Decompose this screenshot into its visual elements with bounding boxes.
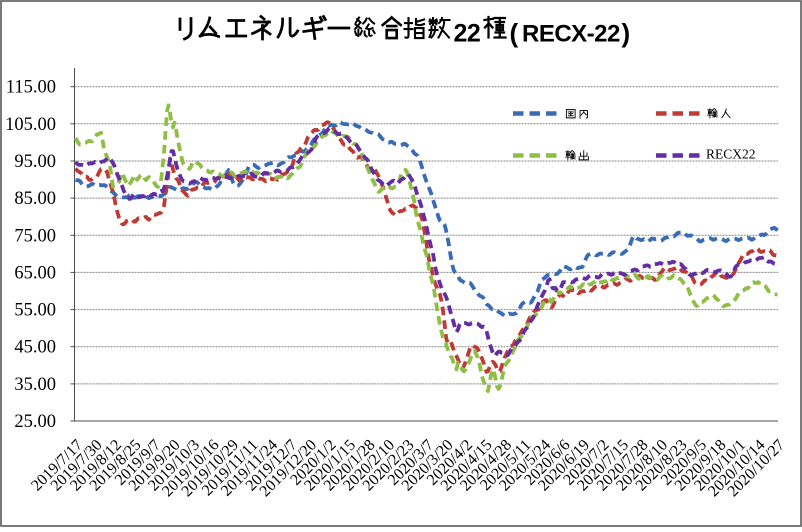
svg-text:55.00: 55.00 bbox=[14, 301, 56, 321]
svg-text:95.00: 95.00 bbox=[14, 152, 56, 172]
svg-text:105.00: 105.00 bbox=[5, 115, 56, 135]
svg-text:RECX22: RECX22 bbox=[706, 147, 756, 162]
svg-text:115.00: 115.00 bbox=[6, 78, 56, 98]
svg-text:75.00: 75.00 bbox=[14, 226, 56, 246]
svg-text:RECX-22: RECX-22 bbox=[522, 21, 620, 48]
svg-text:65.00: 65.00 bbox=[14, 263, 56, 283]
svg-text:22: 22 bbox=[454, 20, 481, 48]
svg-text:): ) bbox=[622, 18, 631, 48]
svg-text:45.00: 45.00 bbox=[14, 338, 56, 358]
svg-text:35.00: 35.00 bbox=[14, 375, 56, 395]
svg-text:25.00: 25.00 bbox=[14, 412, 56, 432]
svg-text:(: ( bbox=[510, 18, 519, 48]
svg-text:85.00: 85.00 bbox=[14, 189, 56, 209]
